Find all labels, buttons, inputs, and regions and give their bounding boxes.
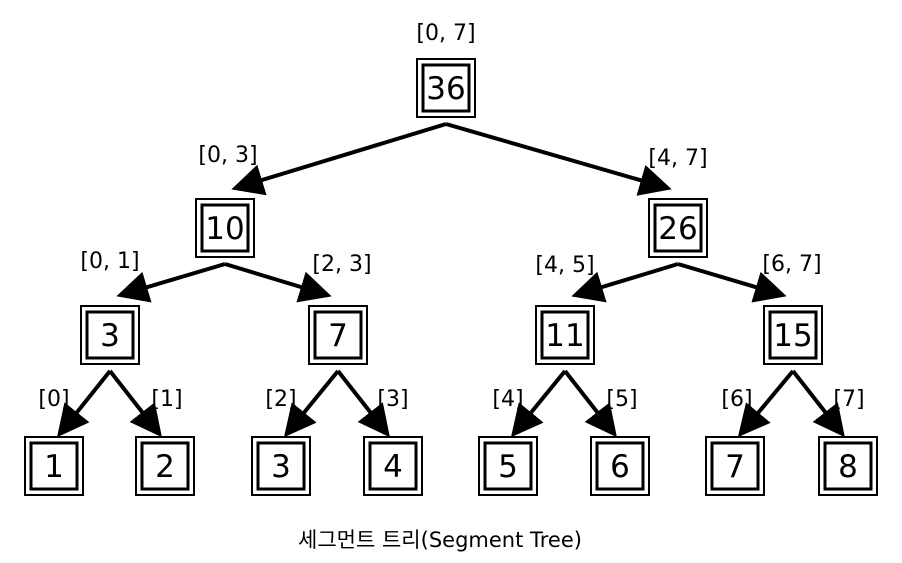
node-inner-box [421,63,471,113]
node-value: 3 [100,318,120,354]
node-range-label: [7] [833,387,864,412]
node-value: 1 [44,449,64,485]
tree-edge-arrow [445,122,672,196]
node-value: 8 [838,449,858,485]
tree-node: 7 [705,436,765,496]
tree-node: 8 [818,436,878,496]
tree-edge-arrow [57,369,112,438]
tree-node: 1 [24,436,84,496]
node-range-label: [0, 3] [198,143,257,168]
node-inner-box [595,441,645,491]
node-range-label: [4] [492,387,523,412]
node-value: 7 [328,318,348,354]
node-inner-box [368,441,418,491]
node-range-label: [0, 7] [416,21,475,46]
tree-node: 26 [648,198,708,258]
tree-node: 15 [763,305,823,365]
tree-node: 4 [363,436,423,496]
node-range-label: [0] [38,387,69,412]
node-range-label: [1] [151,387,182,412]
node-value: 5 [498,449,518,485]
range-labels-layer: [0, 7] [0, 3] [4, 7] [0, 1] [2, 3] [4, 5] [6, … [38,21,864,412]
tree-node: 36 [416,58,476,118]
tree-node: 2 [135,436,195,496]
tree-edge-arrow [108,369,162,438]
tree-edge-arrow [571,262,679,303]
tree-edge-arrow [231,122,447,196]
node-range-label: [6] [721,387,752,412]
node-value: 36 [426,71,465,107]
node-value: 3 [271,449,291,485]
node-range-label: [2] [265,387,296,412]
node-inner-box [710,441,760,491]
node-value: 7 [725,449,745,485]
node-inner-box [483,441,533,491]
node-range-label: [3] [377,387,408,412]
tree-node: 5 [478,436,538,496]
node-inner-box [140,441,190,491]
node-inner-box [29,441,79,491]
node-inner-box [256,441,306,491]
node-range-label: [0, 1] [80,249,139,274]
tree-node: 3 [80,305,140,365]
node-inner-box [313,310,363,360]
edges-layer [57,122,845,438]
node-range-label: [4, 5] [535,253,594,278]
node-inner-box [540,310,590,360]
node-value: 15 [773,318,812,354]
node-inner-box [823,441,873,491]
node-range-label: [4, 7] [648,146,707,171]
node-inner-box [200,203,250,253]
node-value: 10 [205,211,244,247]
tree-edge-arrow [336,369,390,438]
node-inner-box [85,310,135,360]
tree-edge-arrow [116,262,226,303]
node-value: 4 [383,449,403,485]
tree-node: 10 [195,198,255,258]
tree-node: 7 [308,305,368,365]
tree-node: 6 [590,436,650,496]
node-value: 11 [545,318,584,354]
tree-edge-arrow [677,262,787,303]
tree-edge-arrow [737,369,795,438]
node-value: 2 [155,449,175,485]
tree-edge-arrow [563,369,617,438]
diagram-caption: 세그먼트 트리(Segment Tree) [298,528,582,552]
node-inner-box [653,203,703,253]
tree-node: 3 [251,436,311,496]
node-inner-box [768,310,818,360]
node-range-label: [5] [606,387,637,412]
nodes-layer: 36 10 26 3 7 11 15 1 2 3 4 5 6 7 8 [24,58,878,496]
tree-edge-arrow [224,262,332,303]
tree-edge-arrow [791,369,845,438]
node-range-label: [2, 3] [312,252,371,277]
tree-node: 11 [535,305,595,365]
node-value: 26 [658,211,697,247]
node-value: 6 [610,449,630,485]
tree-edge-arrow [510,369,567,438]
node-range-label: [6, 7] [762,252,821,277]
tree-edge-arrow [283,369,340,438]
